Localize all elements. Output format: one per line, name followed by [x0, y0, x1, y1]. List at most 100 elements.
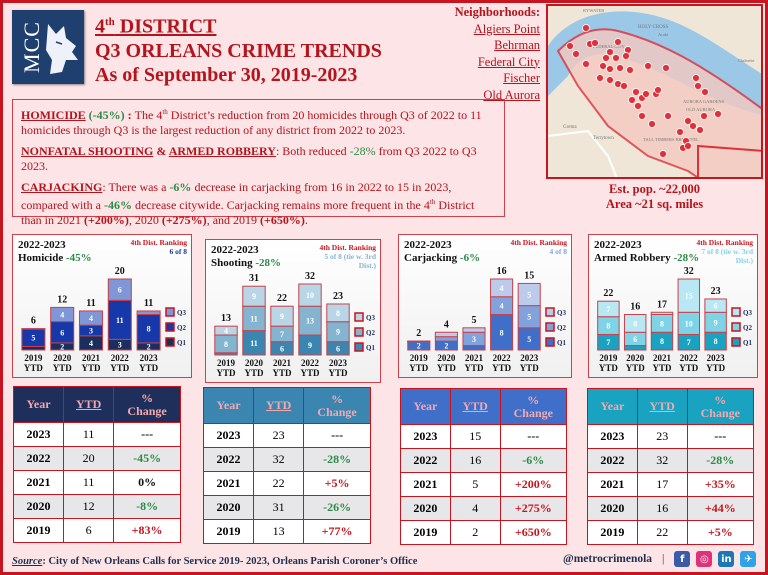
- bar-value-label: 8: [336, 309, 340, 318]
- ytd-cell: 11: [63, 470, 115, 495]
- bar-segment-q3: [407, 340, 431, 343]
- x-tick-label: 2021: [82, 353, 101, 363]
- year-cell: 2021: [202, 471, 255, 496]
- year-cell: 2020: [587, 496, 638, 521]
- change-cell: +200%: [499, 472, 568, 497]
- bar-segment-q3: [462, 327, 486, 333]
- column-header: Year: [400, 388, 451, 425]
- neighborhood-link[interactable]: Old Aurora: [483, 87, 540, 102]
- crime-marker: [638, 112, 646, 120]
- summary-box: HOMICIDE (-45%) : The 4th District’s red…: [12, 99, 505, 227]
- ranking-label: 4th Dist. Ranking: [131, 238, 188, 247]
- x-tick-label: YTD: [437, 363, 457, 373]
- map-label: Terrytown: [593, 136, 614, 141]
- chart-armed-robbery: 2022-2023 Armed Robbery -28% 4th Dist. Ran…: [588, 234, 758, 378]
- map-label: AURORA GARDENS: [683, 99, 725, 104]
- homicide-table: Year YTD% Change 2023 11 --- 2022 20 -45% 2021 11 0…: [12, 386, 181, 543]
- linkedin-icon[interactable]: in: [718, 551, 735, 567]
- change-cell: +275%: [499, 496, 568, 521]
- crime-marker: [644, 62, 652, 70]
- facebook-icon[interactable]: f: [674, 551, 691, 567]
- bar-value-label: 3: [472, 335, 476, 344]
- bar-segment-q1: [623, 345, 647, 351]
- x-tick-label: YTD: [139, 363, 159, 373]
- bar-segment-q3: [270, 305, 294, 327]
- change-cell: -28%: [686, 448, 755, 473]
- crime-marker: [632, 88, 640, 96]
- bar-segment-q1: [21, 345, 46, 351]
- x-tick-label: YTD: [216, 368, 236, 378]
- table-row: 2023 11 ---: [12, 422, 181, 447]
- bar-total-label: 22: [277, 293, 287, 304]
- year-cell: 2022: [587, 448, 638, 473]
- ytd-cell: 16: [449, 448, 501, 473]
- legend-swatch: [354, 327, 364, 337]
- bar-segment-q1: [462, 345, 486, 351]
- change-cell: +44%: [686, 496, 755, 521]
- x-tick-label: 2020: [626, 353, 645, 363]
- crime-marker: [620, 82, 628, 90]
- crime-marker: [596, 74, 604, 82]
- neighborhood-link[interactable]: Behrman: [494, 38, 540, 52]
- twitter-icon[interactable]: ✈: [740, 551, 757, 567]
- legend-label: Q1: [557, 339, 566, 347]
- bar-value-label: 9: [252, 292, 256, 301]
- change-cell: +5%: [686, 520, 755, 545]
- bar-value-label: 4: [60, 311, 64, 320]
- armed-robbery-table: Year YTD% Change 2023 23 --- 2022 32 -28% 2021 17 +…: [587, 388, 755, 545]
- legend-label: Q2: [366, 329, 375, 337]
- map-label: HOLY CROSS: [638, 25, 669, 30]
- ytd-cell: 2: [449, 520, 501, 545]
- table-header-row: Year YTD% Change: [400, 388, 568, 425]
- title-district: 4th DISTRICT: [95, 15, 217, 38]
- x-tick-label: YTD: [599, 363, 619, 373]
- social-handle[interactable]: @metrocrimenola: [563, 553, 653, 565]
- legend-swatch: [545, 337, 555, 347]
- bar-value-label: 8: [714, 337, 718, 346]
- neighborhood-link[interactable]: Federal City: [477, 54, 540, 69]
- bar-value-label: 4: [224, 327, 228, 336]
- crime-marker: [602, 54, 610, 62]
- instagram-icon[interactable]: ◎: [696, 551, 713, 567]
- bar-value-label: 2: [60, 342, 64, 351]
- bar-segment-q3: [326, 303, 350, 323]
- year-cell: 2020: [400, 496, 451, 521]
- x-tick-label: 2022: [493, 353, 512, 363]
- bar-segment-q3: [434, 331, 458, 338]
- chart-subtitle: Carjacking -6%: [404, 252, 480, 264]
- bar-value-label: 9: [280, 312, 284, 321]
- neighborhood-link[interactable]: Fischer: [503, 71, 540, 85]
- shooting-robbery-summary: NONFATAL SHOOTING & ARMED ROBBERY: Both …: [21, 144, 477, 173]
- change-cell: ---: [113, 422, 181, 447]
- bar-total-label: 16: [630, 302, 640, 313]
- bar-segment-q3: [704, 298, 727, 313]
- chart-change: -45%: [66, 252, 92, 264]
- bar-value-label: 5: [527, 313, 531, 322]
- year-cell: 2023: [202, 423, 255, 448]
- table-row: 2020 31 -26%: [202, 495, 371, 520]
- ytd-cell: 20: [63, 446, 115, 471]
- legend-swatch: [165, 322, 175, 332]
- crime-marker: [582, 24, 590, 32]
- bar-value-label: 15: [685, 292, 693, 301]
- ranking-value: 6 of 8: [170, 247, 188, 256]
- title-trends: Q3 ORLEANS CRIME TRENDS: [95, 39, 382, 62]
- year-cell: 2021: [12, 470, 65, 495]
- crime-marker: [628, 96, 636, 104]
- bar-total-label: 6: [31, 316, 36, 327]
- legend-label: Q3: [743, 309, 752, 317]
- crime-marker: [582, 60, 590, 68]
- x-tick-label: 2022: [301, 358, 320, 368]
- title-date: As of September 30, 2019-2023: [95, 63, 358, 86]
- x-tick-label: 2023: [329, 358, 348, 368]
- column-header: YTD: [63, 386, 115, 423]
- x-tick-label: 2023: [520, 353, 539, 363]
- bar-value-label: 11: [250, 314, 258, 323]
- ytd-cell: 11: [63, 422, 115, 447]
- chart-title: 2022-2023: [404, 239, 452, 251]
- population: Est. pop. ~22,000: [609, 182, 700, 196]
- year-cell: 2021: [587, 472, 638, 497]
- bar-value-label: 7: [280, 330, 284, 339]
- neighborhood-link[interactable]: Algiers Point: [473, 21, 540, 36]
- bar-value-label: 6: [714, 302, 718, 311]
